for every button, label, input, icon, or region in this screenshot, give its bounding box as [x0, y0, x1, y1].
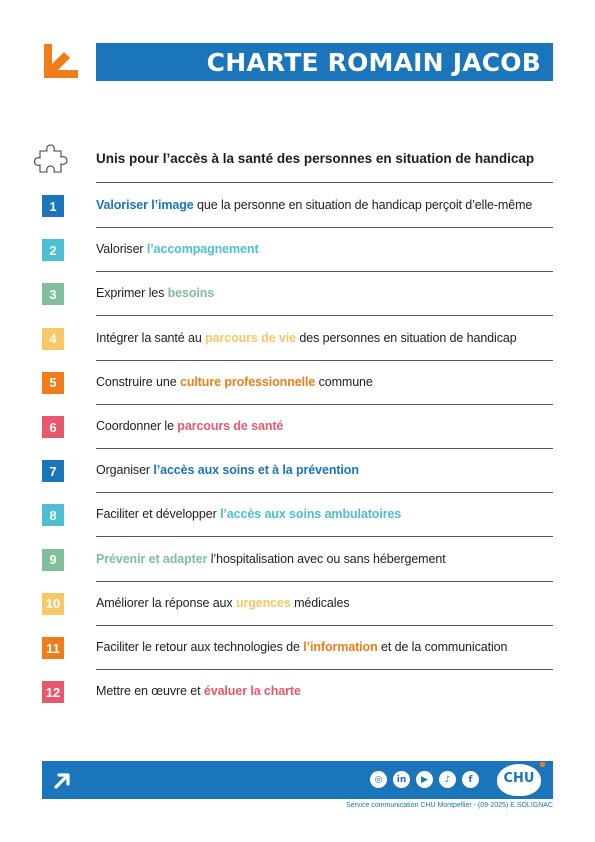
- item-number-badge: 5: [42, 371, 64, 394]
- item-text-before: Construire une: [96, 374, 180, 389]
- separator: [96, 182, 553, 183]
- item-text-highlight: urgences: [235, 595, 291, 610]
- item-number-badge: 8: [42, 504, 64, 527]
- item-number-badge: 6: [42, 416, 64, 438]
- list-item: 4 Intégrer la santé au parcours de vie de…: [0, 327, 595, 352]
- item-number-badge: 1: [42, 195, 64, 217]
- separator: [96, 536, 553, 537]
- item-text-after: que la personne en situation de handicap…: [193, 198, 533, 212]
- tiktok-icon[interactable]: ♪: [439, 771, 456, 788]
- item-text: Organiser l’accès aux soins et à la prév…: [96, 463, 359, 477]
- item-text-after: médicales: [290, 595, 350, 610]
- list-item: 10 Améliorer la réponse aux urgences médi…: [0, 592, 595, 617]
- item-text: Coordonner le parcours de santé: [96, 419, 283, 433]
- item-text-before: Intégrer la santé au: [96, 330, 206, 345]
- item-number-badge: 9: [42, 548, 64, 571]
- section-heading: Unis pour l’accès à la santé des personn…: [96, 151, 535, 166]
- item-text-highlight: l’information: [303, 640, 378, 654]
- list-item: 8 Faciliter et développer l’accès aux soi…: [0, 504, 595, 528]
- item-text: Mettre en œuvre et évaluer la charte: [96, 684, 301, 698]
- list-item: 2 Valoriser l’accompagnement: [0, 239, 595, 263]
- item-number-badge: 7: [42, 460, 64, 483]
- item-text: Valoriser l’accompagnement: [96, 242, 259, 256]
- item-text: Améliorer la réponse aux urgences médica…: [96, 595, 350, 610]
- item-text: Exprimer les besoins: [96, 286, 214, 300]
- chu-logo-subtitle: [519, 785, 520, 789]
- arrow-logo-icon: [44, 44, 78, 78]
- list-item: 3 Exprimer les besoins: [0, 283, 595, 307]
- item-text: Intégrer la santé au parcours de vie des…: [96, 331, 517, 345]
- item-text-highlight: l’accompagnement: [146, 242, 259, 257]
- item-text-after: commune: [315, 374, 373, 389]
- list-item: 5 Construire une culture professionnelle …: [0, 371, 595, 396]
- item-text-after: l’hospitalisation avec ou sans hébergeme…: [207, 551, 446, 566]
- item-text-highlight: l’accès aux soins ambulatoires: [220, 507, 402, 522]
- instagram-icon[interactable]: ◎: [370, 771, 387, 788]
- separator: [96, 581, 553, 582]
- item-text-before: Améliorer la réponse aux: [96, 595, 236, 610]
- item-number-badge: 10: [42, 592, 64, 615]
- item-text-highlight: Prévenir et adapter: [96, 551, 208, 566]
- item-text-before: Valoriser: [96, 242, 147, 257]
- separator: [96, 492, 553, 493]
- page-title: CHARTE ROMAIN JACOB: [96, 43, 553, 81]
- item-number-badge: 11: [42, 637, 64, 659]
- list-item: 11 Faciliter le retour aux technologies d…: [0, 637, 595, 661]
- item-text: Faciliter le retour aux technologies de …: [96, 640, 507, 654]
- item-text-before: Exprimer les: [96, 286, 168, 301]
- chu-logo-tag: [539, 762, 545, 767]
- list-item: 6 Coordonner le parcours de santé: [0, 416, 595, 440]
- credit-line: Service communication CHU Montpellier - …: [346, 802, 553, 809]
- facebook-icon[interactable]: f: [462, 771, 479, 788]
- item-text-before: Organiser: [96, 463, 154, 478]
- list-item: 7 Organiser l’accès aux soins et à la pré…: [0, 460, 595, 484]
- item-text-highlight: culture professionnelle: [179, 374, 316, 389]
- item-number-badge: 2: [42, 239, 64, 262]
- separator: [96, 625, 553, 626]
- list-item: 9 Prévenir et adapter l’hospitalisation a…: [0, 548, 595, 573]
- item-text-before: Coordonner le: [96, 419, 178, 433]
- puzzle-icon: [34, 144, 68, 173]
- footer-bar: ◎ in ▶ ♪ f CHU: [42, 761, 553, 799]
- item-text-highlight: parcours de vie: [205, 330, 296, 345]
- separator: [96, 448, 553, 449]
- item-text-before: Faciliter le retour aux technologies de: [96, 640, 304, 654]
- list-item: 1 Valoriser l’image que la personne en si…: [0, 195, 595, 219]
- item-text-after: et de la communication: [377, 640, 508, 654]
- item-text-highlight: l’accès aux soins et à la prévention: [153, 463, 359, 478]
- item-text: Construire une culture professionnelle c…: [96, 375, 373, 389]
- item-text-before: Mettre en œuvre et: [96, 684, 204, 699]
- linkedin-icon[interactable]: in: [393, 771, 410, 788]
- separator: [96, 315, 553, 316]
- item-number-badge: 12: [42, 681, 64, 704]
- separator: [96, 227, 553, 228]
- item-number-badge: 3: [42, 283, 64, 306]
- separator: [96, 404, 553, 405]
- item-text-before: Faciliter et développer: [96, 507, 221, 522]
- chu-logo-text: CHU: [503, 770, 535, 786]
- item-text-highlight: évaluer la charte: [203, 684, 301, 699]
- item-text-highlight: besoins: [167, 286, 215, 301]
- chu-logo: CHU: [497, 762, 545, 796]
- item-text: Valoriser l’image que la personne en sit…: [96, 198, 532, 212]
- separator: [96, 669, 553, 670]
- item-text: Faciliter et développer l’accès aux soin…: [96, 507, 401, 521]
- separator: [96, 360, 553, 361]
- youtube-icon[interactable]: ▶: [416, 771, 433, 788]
- item-number-badge: 4: [42, 327, 64, 350]
- arrow-up-right-icon: [54, 773, 70, 789]
- item-text-after: des personnes en situation de handicap: [296, 330, 517, 345]
- list-item: 12 Mettre en œuvre et évaluer la charte: [0, 681, 595, 705]
- item-text: Prévenir et adapter l’hospitalisation av…: [96, 552, 446, 566]
- separator: [96, 271, 553, 272]
- item-text-highlight: parcours de santé: [177, 419, 284, 433]
- item-text-highlight: Valoriser l’image: [96, 198, 194, 212]
